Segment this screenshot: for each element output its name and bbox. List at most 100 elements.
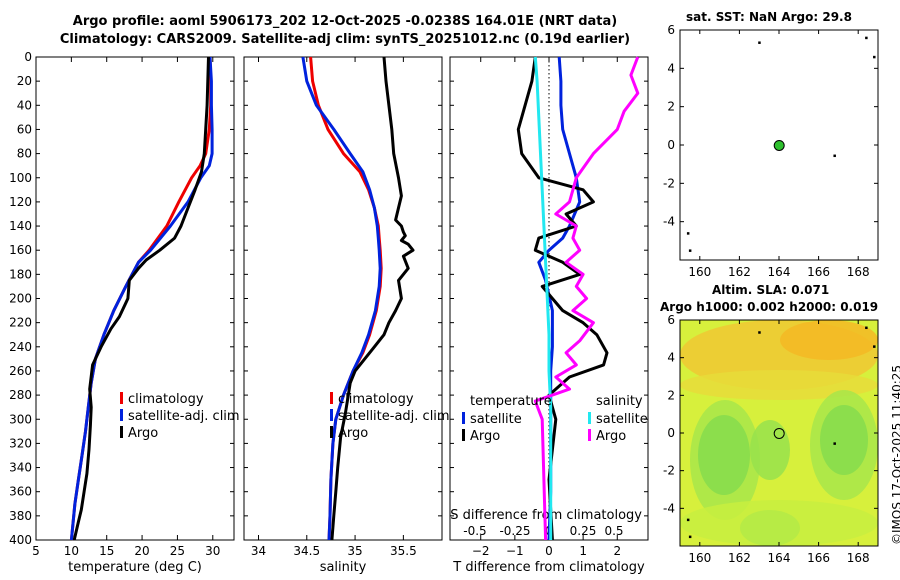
salinity-diff-tick: -0.5 [463, 524, 486, 538]
sst_map-ytick-label: 0 [667, 138, 675, 152]
temperature-legend-swatch [120, 392, 123, 404]
sla_map-xtick-label: 168 [847, 551, 870, 565]
depth-tick-label: 60 [17, 122, 32, 136]
sla-field-patch [740, 510, 800, 546]
differences-series-salinity-argo [533, 56, 640, 541]
sst_map-land-speck [865, 36, 868, 40]
sla-map-title-line1: Altim. SLA: 0.071 [712, 283, 830, 297]
depth-tick-label: 100 [9, 171, 32, 185]
differences-xtick-label: 0 [545, 544, 553, 558]
depth-tick-label: 180 [9, 267, 32, 281]
sla-field-patch [698, 415, 750, 495]
sst_map-xtick-label: 160 [688, 265, 711, 279]
sla_map-xtick-label: 162 [728, 551, 751, 565]
sla_map-land-speck [688, 535, 692, 539]
figure-title-line2: Climatology: CARS2009. Satellite-adj cli… [59, 32, 631, 47]
sla-field-patch [750, 420, 790, 480]
depth-tick-label: 80 [17, 147, 32, 161]
temperature-legend-swatch [120, 426, 123, 438]
depth-tick-label: 140 [9, 219, 32, 233]
temperature-xtick-label: 30 [205, 544, 220, 558]
temperature-legend-label: Argo [128, 426, 158, 441]
sla_map-argo-marker [773, 427, 785, 439]
salinity-diff-tick: 0.5 [604, 524, 623, 538]
sla_map-xtick-label: 160 [688, 551, 711, 565]
depth-tick-label: 240 [9, 340, 32, 354]
sst_map-ytick-label: 4 [667, 61, 675, 75]
depth-tick-label: 260 [9, 364, 32, 378]
salinity-legend-label: satellite-adj. clim [338, 409, 450, 424]
differences-xtick-label: −2 [472, 544, 490, 558]
temperature-legend-swatch [120, 409, 123, 421]
depth-tick-label: 40 [17, 98, 32, 112]
differences-series-temperature-argo [516, 56, 609, 541]
sla-field-patch [780, 320, 878, 360]
salinity-series-climatology [309, 56, 383, 541]
diff-legend-swatch [588, 429, 591, 441]
sst_map-ytick-label: -2 [663, 176, 675, 190]
sst_map-ytick-label: -4 [663, 215, 675, 229]
sst_map-ytick-label: 2 [667, 100, 675, 114]
salinity-legend-swatch [330, 426, 333, 438]
temperature-legend-label: satellite-adj. clim [128, 409, 240, 424]
salinity-legend-label: Argo [338, 426, 368, 441]
temperature-xtick-label: 15 [99, 544, 114, 558]
depth-tick-label: 220 [9, 316, 32, 330]
diff-legend-title-temperature: temperature [470, 394, 552, 409]
differences-series-salinity-satellite [533, 56, 553, 540]
sla-field-patch [820, 405, 868, 475]
sla_map-ytick-label: 0 [667, 426, 675, 440]
diff-legend-swatch [462, 429, 465, 441]
depth-tick-label: 120 [9, 195, 32, 209]
sla_map-land-speck [686, 518, 690, 522]
diff-legend-title-salinity: salinity [596, 394, 643, 409]
sst_map-xtick-label: 164 [768, 265, 791, 279]
temperature-xtick-label: 20 [134, 544, 149, 558]
sla_map-land-speck [758, 331, 761, 334]
salinity-legend-swatch [330, 392, 333, 404]
sst_map-xtick-label: 162 [728, 265, 751, 279]
depth-tick-label: 360 [9, 485, 32, 499]
sst_map-argo-marker [773, 139, 785, 151]
sla_map-ytick-label: 2 [667, 388, 675, 402]
sla-map-title-line2: Argo h1000: 0.002 h2000: 0.019 [660, 300, 879, 314]
differences-xtick-label: 1 [579, 544, 587, 558]
sla_map-ytick-label: 4 [667, 351, 675, 365]
salinity-diff-tick: -0.25 [499, 524, 530, 538]
depth-tick-label: 0 [24, 50, 32, 64]
diff-legend-swatch [588, 412, 591, 424]
diff-legend-label: satellite [470, 412, 522, 427]
sla-heatmap [680, 320, 878, 546]
temperature-legend-label: climatology [128, 392, 204, 407]
differences-xtick-label: 2 [613, 544, 621, 558]
sst_map-land-speck [686, 232, 690, 235]
salinity-xtick-label: 34.5 [293, 544, 320, 558]
depth-tick-label: 200 [9, 292, 32, 306]
depth-tick-label: 20 [17, 74, 32, 88]
temperature-series-argo [72, 56, 210, 541]
sst-map-title: sat. SST: NaN Argo: 29.8 [686, 10, 852, 24]
sla_map-xtick-label: 166 [807, 551, 830, 565]
depth-tick-label: 280 [9, 388, 32, 402]
salinity-series-satellite-adj-clim [301, 56, 382, 541]
depth-tick-label: 300 [9, 412, 32, 426]
salinity-xtick-label: 35.5 [390, 544, 417, 558]
salinity-legend-label: climatology [338, 392, 414, 407]
temperature-series-climatology [69, 56, 213, 541]
diff-legend-label: satellite [596, 412, 648, 427]
sla-field-patch [680, 370, 878, 400]
diff-legend-label: Argo [596, 429, 626, 444]
differences-xtick-label: −1 [506, 544, 524, 558]
salinity-axes-box [243, 56, 443, 541]
depth-tick-label: 160 [9, 243, 32, 257]
sla_map-land-speck [865, 326, 868, 330]
temperature-xtick-label: 5 [32, 544, 40, 558]
depth-tick-label: 380 [9, 509, 32, 523]
temperature-series-satellite-adj-clim [69, 56, 214, 541]
diff-legend-swatch [462, 412, 465, 424]
sla_map-ytick-label: -2 [663, 464, 675, 478]
salinity-series-argo [330, 56, 415, 541]
temperature-xtick-label: 25 [170, 544, 185, 558]
salinity-xtick-label: 35 [347, 544, 362, 558]
